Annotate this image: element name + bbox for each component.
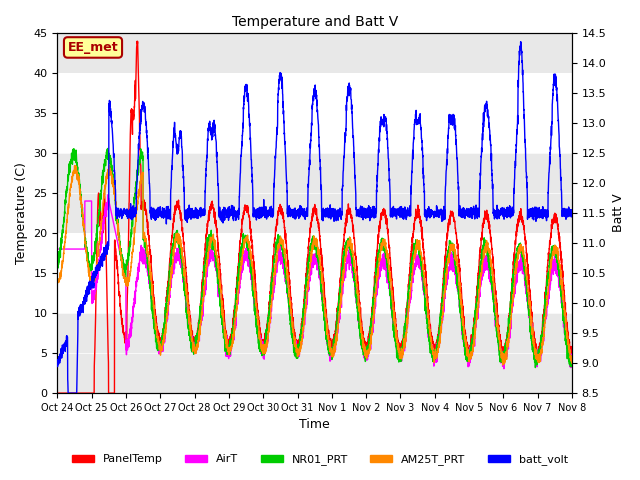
Title: Temperature and Batt V: Temperature and Batt V [232,15,398,29]
Bar [58,313,572,393]
Y-axis label: Batt V: Batt V [612,194,625,232]
Bar [58,33,572,73]
X-axis label: Time: Time [300,419,330,432]
Legend: PanelTemp, AirT, NR01_PRT, AM25T_PRT, batt_volt: PanelTemp, AirT, NR01_PRT, AM25T_PRT, ba… [68,450,572,469]
Bar [58,153,572,233]
Y-axis label: Temperature (C): Temperature (C) [15,162,28,264]
Text: EE_met: EE_met [68,41,118,54]
